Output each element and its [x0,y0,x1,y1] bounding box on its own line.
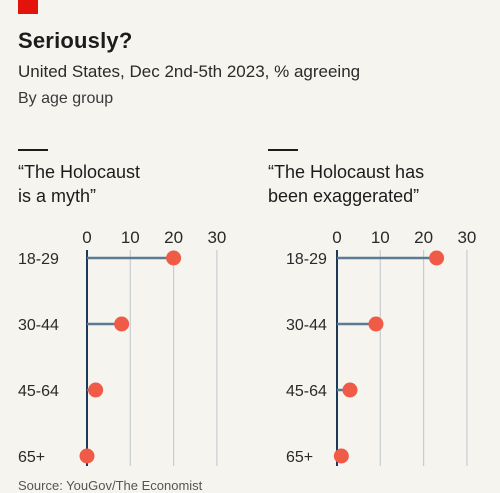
dot-45-64 [342,382,358,398]
dot-30-44 [368,316,384,332]
panel-2-rule [268,149,298,151]
x-tick-20: 20 [414,228,433,247]
category-label-18-29: 18-29 [18,251,59,268]
chart-subsubtitle: By age group [18,90,114,107]
chart-subtitle: United States, Dec 2nd-5th 2023, % agree… [18,62,361,81]
panel-2-chart: 0 10 20 30 18-29 30-44 45-64 65+ [286,228,476,466]
x-tick-20: 20 [164,228,183,247]
panel-2-title-line-1: “The Holocaust has [268,162,425,182]
x-tick-0: 0 [82,228,91,247]
x-tick-10: 10 [121,228,140,247]
brand-tag [18,0,38,14]
x-tick-30: 30 [207,228,226,247]
category-label-30-44: 30-44 [18,317,59,334]
category-label-45-64: 45-64 [286,383,327,400]
x-tick-10: 10 [371,228,390,247]
dot-30-44 [114,316,130,332]
dot-45-64 [88,382,104,398]
category-label-18-29: 18-29 [286,251,327,268]
category-label-65+: 65+ [286,449,313,466]
panel-2-title: “The Holocaust has been exaggerated” [268,160,488,208]
panel-1-rule [18,149,48,151]
dot-18-29 [429,250,445,266]
panel-1-title-line-1: “The Holocaust [18,162,141,182]
dot-65+ [79,448,95,464]
dot-65+ [333,448,349,464]
x-tick-30: 30 [457,228,476,247]
category-label-30-44: 30-44 [286,317,327,334]
category-label-45-64: 45-64 [18,383,59,400]
panel-1-title: “The Holocaust is a myth” [18,160,238,208]
panel-1-title-line-2: is a myth” [18,186,97,206]
panel-1-chart: 0 10 20 30 18-29 30-44 45-64 65+ [18,228,226,466]
x-tick-0: 0 [332,228,341,247]
category-label-65+: 65+ [18,449,45,466]
chart-title: Seriously? [18,28,133,53]
panel-2-title-line-2: been exaggerated” [268,186,420,206]
dot-18-29 [166,250,182,266]
